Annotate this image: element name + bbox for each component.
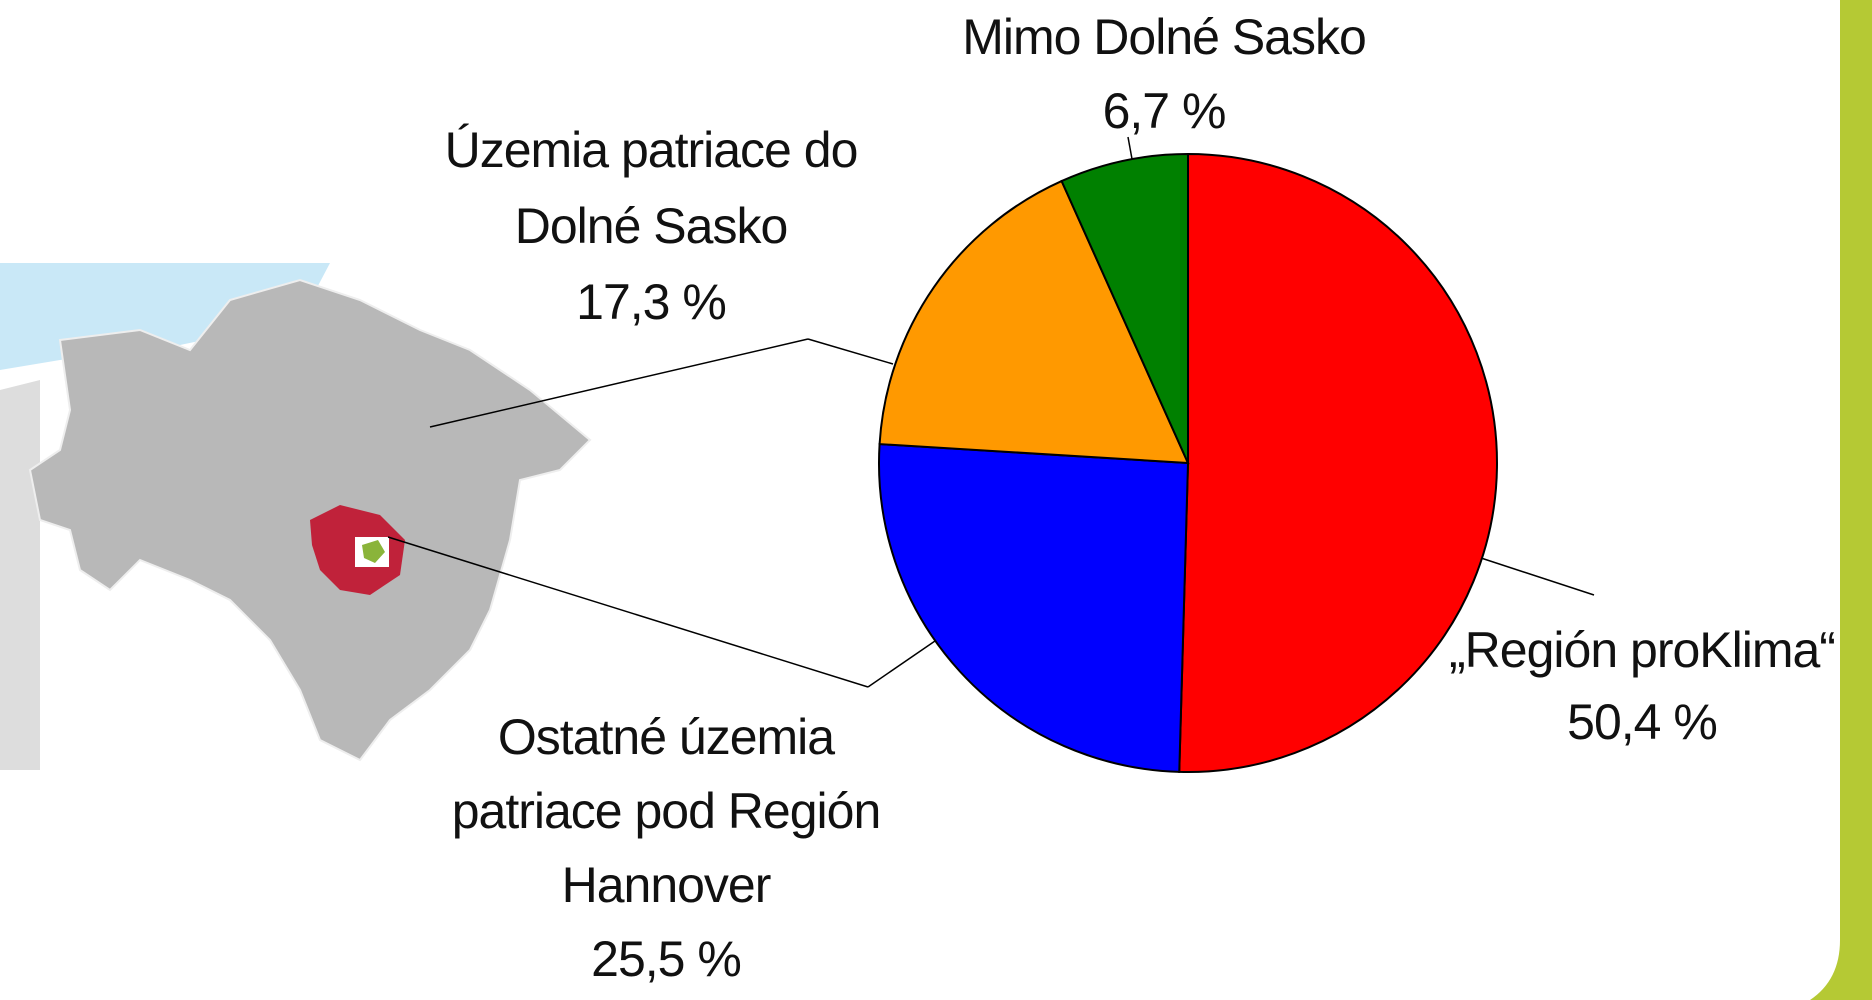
value-label: 50,4 % bbox=[1567, 694, 1718, 750]
value-label: 6,7 % bbox=[1102, 83, 1227, 139]
category-label: Ostatné územia patriace pod Región Hanno… bbox=[451, 709, 882, 913]
pie-slice bbox=[1060, 152, 1189, 464]
proklima-area bbox=[362, 540, 385, 563]
map bbox=[0, 263, 592, 770]
neighbor-region bbox=[0, 380, 40, 770]
slice-label: Mimo Dolné Sasko 6,7 % bbox=[944, 0, 1384, 148]
pie-slice bbox=[878, 443, 1190, 773]
leader-lines bbox=[387, 136, 1595, 688]
leader-line bbox=[1127, 136, 1133, 160]
slice-label: Územia patriace do Dolné Sasko 17,3 % bbox=[416, 112, 886, 340]
side-stripe bbox=[1810, 0, 1872, 1000]
slice-label: „Región proKlima“ 50,4 % bbox=[1402, 614, 1872, 758]
leader-line bbox=[387, 536, 869, 688]
pie-slice bbox=[1178, 152, 1498, 773]
value-label: 25,5 % bbox=[591, 931, 742, 987]
category-label: Územia patriace do Dolné Sasko bbox=[444, 122, 859, 254]
category-label: „Región proKlima“ bbox=[1449, 622, 1836, 678]
pie bbox=[878, 152, 1498, 773]
leader-line bbox=[807, 338, 894, 365]
category-label: Mimo Dolné Sasko bbox=[962, 9, 1367, 65]
value-label: 17,3 % bbox=[576, 274, 727, 330]
slice-label: Ostatné územia patriace pod Región Hanno… bbox=[416, 700, 916, 996]
leader-line bbox=[429, 338, 809, 428]
leader-line bbox=[867, 640, 936, 688]
leader-line bbox=[1480, 557, 1595, 596]
pie-slice bbox=[878, 179, 1190, 465]
